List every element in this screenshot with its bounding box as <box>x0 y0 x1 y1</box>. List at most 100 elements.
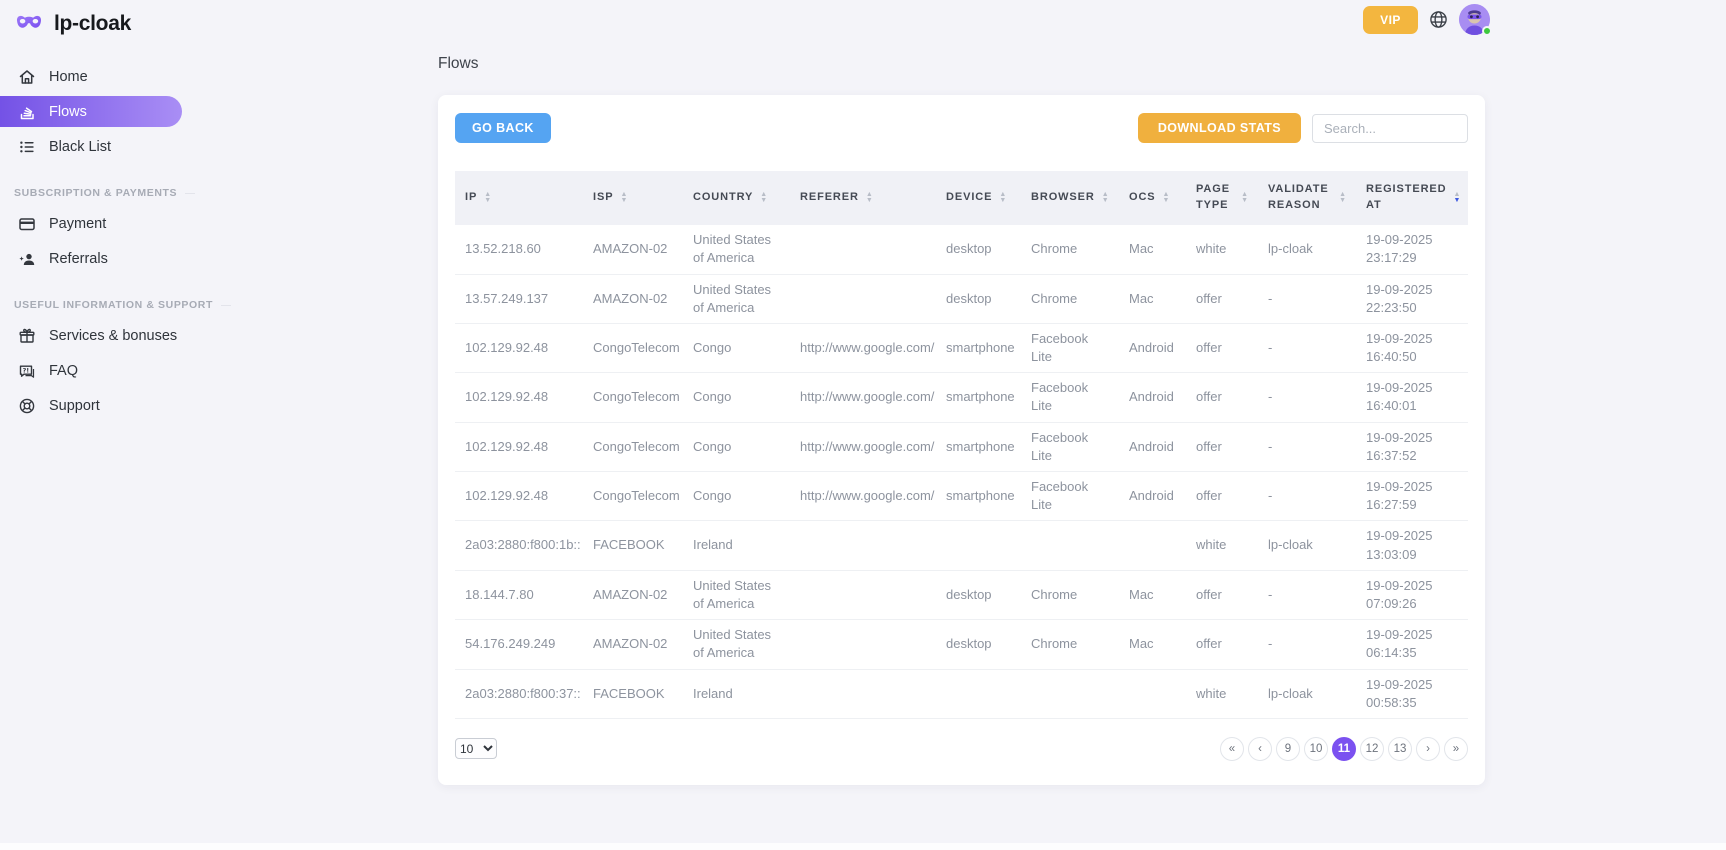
home-icon <box>17 67 36 86</box>
globe-icon[interactable] <box>1429 10 1448 29</box>
sort-icon[interactable]: ▲ ▼ <box>999 191 1007 204</box>
column-header-ip[interactable]: IP ▲ ▼ <box>455 171 583 225</box>
cell-validate-reason: lp-cloak <box>1258 520 1356 571</box>
horizontal-scrollbar-track[interactable] <box>0 843 1726 850</box>
column-header-page-type[interactable]: PAGE TYPE ▲ ▼ <box>1186 171 1258 225</box>
table-row[interactable]: 13.52.218.60 AMAZON-02 United States of Am… <box>455 225 1468 275</box>
sidebar-item-label: FAQ <box>49 362 79 379</box>
cell-ip: 102.129.92.48 <box>455 471 583 522</box>
sort-icon[interactable]: ▲ ▼ <box>484 191 492 204</box>
cell-isp: CongoTelecom <box>583 372 683 423</box>
column-header-validate-reason[interactable]: VALIDATE REASON ▲ ▼ <box>1258 171 1356 225</box>
column-header-browser[interactable]: BROWSER ▲ ▼ <box>1021 171 1119 225</box>
cell-validate-reason: lp-cloak <box>1258 669 1356 719</box>
cell-registered-at: 19-09-2025 23:17:29 <box>1356 225 1468 275</box>
cell-page-type: offer <box>1186 422 1258 473</box>
cell-registered-at: 19-09-2025 16:40:01 <box>1356 372 1468 423</box>
cell-country: Congo <box>683 323 790 374</box>
table-row[interactable]: 2a03:2880:f800:1b:: FACEBOOK Ireland white l… <box>455 520 1468 571</box>
sort-icon[interactable]: ▲ ▼ <box>1453 191 1461 204</box>
cell-ip: 13.57.249.137 <box>455 274 583 324</box>
search-input[interactable] <box>1312 113 1468 143</box>
table-row[interactable]: 2a03:2880:f800:37:: FACEBOOK Ireland white l… <box>455 669 1468 719</box>
sort-icon[interactable]: ▲ ▼ <box>1339 191 1346 204</box>
sort-icon[interactable]: ▲ ▼ <box>620 191 628 204</box>
column-header-referer[interactable]: REFERER ▲ ▼ <box>790 171 936 225</box>
go-back-button[interactable]: GO BACK <box>455 113 551 143</box>
sort-icon[interactable]: ▲ ▼ <box>1241 191 1248 204</box>
table-row[interactable]: 102.129.92.48 CongoTelecom Congo http://www… <box>455 471 1468 522</box>
column-header-device[interactable]: DEVICE ▲ ▼ <box>936 171 1021 225</box>
avatar[interactable] <box>1459 4 1492 36</box>
cell-registered-at: 19-09-2025 22:23:50 <box>1356 274 1468 324</box>
page-button-11[interactable]: 11 <box>1332 736 1356 761</box>
page-button-9[interactable]: 9 <box>1276 736 1300 761</box>
vip-button[interactable]: VIP <box>1363 5 1418 34</box>
support-icon <box>17 396 36 415</box>
sidebar-item-payment[interactable]: Payment <box>0 207 200 240</box>
last-page-button[interactable]: » <box>1444 736 1468 761</box>
cell-registered-at: 19-09-2025 07:09:26 <box>1356 570 1468 621</box>
column-header-ocs[interactable]: OCS ▲ ▼ <box>1119 171 1186 225</box>
sidebar-item-label: Flows <box>49 103 87 120</box>
table-row[interactable]: 102.129.92.48 CongoTelecom Congo http://www… <box>455 372 1468 423</box>
sort-icon[interactable]: ▲ ▼ <box>760 191 768 204</box>
sidebar-item-label: Payment <box>49 215 107 232</box>
next-page-button[interactable]: › <box>1416 736 1440 761</box>
cell-ocs: Mac <box>1119 619 1186 670</box>
column-header-registered-at[interactable]: REGISTERED AT ▲ ▼ <box>1356 171 1468 225</box>
sidebar-item-black-list[interactable]: Black List <box>0 130 200 163</box>
page-button-13[interactable]: 13 <box>1388 736 1412 761</box>
first-page-button[interactable]: « <box>1220 736 1244 761</box>
column-label: REGISTERED AT <box>1366 183 1447 211</box>
prev-page-button[interactable]: ‹ <box>1248 736 1272 761</box>
cell-referer: http://www.google.com/ <box>790 471 936 522</box>
sidebar-item-support[interactable]: Support <box>0 389 200 422</box>
cell-ip: 102.129.92.48 <box>455 372 583 423</box>
table-row[interactable]: 102.129.92.48 CongoTelecom Congo http://www… <box>455 422 1468 473</box>
column-header-country[interactable]: COUNTRY ▲ ▼ <box>683 171 790 225</box>
sidebar-item-flows[interactable]: Flows <box>0 96 182 127</box>
sidebar-item-faq[interactable]: ?! FAQ <box>0 354 200 387</box>
cell-device: smartphone <box>936 422 1021 473</box>
column-header-isp[interactable]: ISP ▲ ▼ <box>583 171 683 225</box>
brand-logo[interactable]: lp-cloak <box>0 0 200 36</box>
cell-device: smartphone <box>936 323 1021 374</box>
cell-page-type: white <box>1186 520 1258 571</box>
table-row[interactable]: 102.129.92.48 CongoTelecom Congo http://www… <box>455 323 1468 374</box>
cell-referer: http://www.google.com/ <box>790 372 936 423</box>
sidebar-item-referrals[interactable]: Referrals <box>0 242 200 275</box>
cell-country: United States of America <box>683 225 790 275</box>
sort-icon[interactable]: ▲ ▼ <box>1101 191 1109 204</box>
cell-validate-reason: - <box>1258 471 1356 522</box>
cell-registered-at: 19-09-2025 16:37:52 <box>1356 422 1468 473</box>
cell-browser: Chrome <box>1021 619 1119 670</box>
column-label: OCS <box>1129 191 1156 204</box>
column-label: BROWSER <box>1031 191 1095 204</box>
section-heading-label: USEFUL INFORMATION & SUPPORT <box>14 299 213 311</box>
cell-page-type: offer <box>1186 274 1258 324</box>
cell-device: desktop <box>936 619 1021 670</box>
table-row[interactable]: 13.57.249.137 AMAZON-02 United States of A… <box>455 274 1468 324</box>
page-size-select[interactable]: 10 <box>455 738 497 760</box>
cell-isp: AMAZON-02 <box>583 619 683 670</box>
cell-country: Congo <box>683 471 790 522</box>
download-stats-button[interactable]: DOWNLOAD STATS <box>1137 113 1301 143</box>
cell-referer: http://www.google.com/ <box>790 422 936 473</box>
sort-icon[interactable]: ▲ ▼ <box>865 191 873 204</box>
cell-browser: Chrome <box>1021 274 1119 324</box>
sidebar-item-label: Support <box>49 397 100 414</box>
section-heading-label: SUBSCRIPTION & PAYMENTS <box>14 187 178 199</box>
page-button-12[interactable]: 12 <box>1360 736 1384 761</box>
cell-ocs <box>1119 520 1186 571</box>
cell-registered-at: 19-09-2025 16:40:50 <box>1356 323 1468 374</box>
column-label: REFERER <box>800 191 859 204</box>
cell-registered-at: 19-09-2025 13:03:09 <box>1356 520 1468 571</box>
page-button-10[interactable]: 10 <box>1304 736 1328 761</box>
gift-icon <box>17 326 36 345</box>
sidebar-item-services-bonuses[interactable]: Services & bonuses <box>0 319 200 352</box>
table-row[interactable]: 54.176.249.249 AMAZON-02 United States of … <box>455 619 1468 670</box>
sidebar-item-home[interactable]: Home <box>0 60 200 93</box>
table-row[interactable]: 18.144.7.80 AMAZON-02 United States of Ame… <box>455 570 1468 621</box>
sort-icon[interactable]: ▲ ▼ <box>1162 191 1170 204</box>
